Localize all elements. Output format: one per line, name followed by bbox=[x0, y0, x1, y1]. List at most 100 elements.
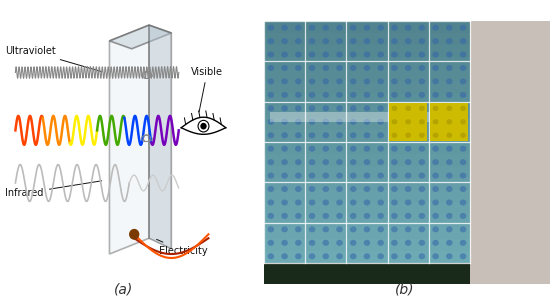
Circle shape bbox=[405, 146, 411, 152]
Circle shape bbox=[447, 132, 452, 138]
Circle shape bbox=[281, 226, 288, 232]
Circle shape bbox=[419, 132, 425, 138]
Bar bbox=[264, 239, 470, 251]
Circle shape bbox=[432, 213, 439, 219]
Circle shape bbox=[267, 186, 274, 192]
Circle shape bbox=[377, 226, 384, 232]
Circle shape bbox=[281, 78, 288, 85]
Circle shape bbox=[322, 38, 329, 44]
Circle shape bbox=[446, 105, 453, 111]
Circle shape bbox=[364, 199, 370, 205]
Circle shape bbox=[419, 159, 425, 165]
Bar bbox=[270, 112, 441, 122]
Circle shape bbox=[377, 173, 384, 179]
Circle shape bbox=[405, 25, 411, 31]
Circle shape bbox=[419, 38, 425, 44]
Circle shape bbox=[295, 213, 301, 219]
Circle shape bbox=[460, 105, 466, 111]
Circle shape bbox=[364, 65, 370, 71]
Circle shape bbox=[336, 38, 343, 44]
Circle shape bbox=[432, 173, 439, 179]
Circle shape bbox=[405, 173, 411, 179]
Circle shape bbox=[405, 213, 411, 219]
Bar bbox=[264, 21, 470, 33]
Circle shape bbox=[267, 226, 274, 232]
Circle shape bbox=[295, 105, 301, 111]
Bar bbox=[264, 21, 550, 94]
Circle shape bbox=[391, 226, 398, 232]
Circle shape bbox=[405, 159, 411, 165]
Polygon shape bbox=[109, 25, 172, 49]
Circle shape bbox=[460, 213, 466, 219]
Circle shape bbox=[295, 173, 301, 179]
Circle shape bbox=[201, 123, 206, 129]
Circle shape bbox=[460, 38, 466, 44]
Circle shape bbox=[446, 25, 453, 31]
Text: Ultraviolet: Ultraviolet bbox=[6, 46, 102, 72]
Circle shape bbox=[350, 213, 356, 219]
Circle shape bbox=[405, 65, 411, 71]
Circle shape bbox=[350, 146, 356, 152]
Circle shape bbox=[281, 186, 288, 192]
Circle shape bbox=[460, 146, 466, 152]
Circle shape bbox=[446, 173, 453, 179]
Circle shape bbox=[309, 25, 315, 31]
Circle shape bbox=[405, 119, 411, 124]
Circle shape bbox=[446, 186, 453, 192]
Circle shape bbox=[460, 186, 466, 192]
Circle shape bbox=[322, 146, 329, 152]
Circle shape bbox=[322, 105, 329, 111]
Circle shape bbox=[405, 132, 411, 138]
Circle shape bbox=[350, 240, 356, 246]
Circle shape bbox=[322, 213, 329, 219]
Circle shape bbox=[419, 105, 425, 111]
Circle shape bbox=[309, 78, 315, 85]
Circle shape bbox=[295, 51, 301, 58]
Circle shape bbox=[350, 186, 356, 192]
Circle shape bbox=[336, 199, 343, 205]
Bar bbox=[264, 81, 470, 94]
Circle shape bbox=[460, 159, 466, 165]
Circle shape bbox=[295, 186, 301, 192]
Circle shape bbox=[267, 240, 274, 246]
Circle shape bbox=[336, 78, 343, 85]
Circle shape bbox=[377, 213, 384, 219]
Circle shape bbox=[419, 65, 425, 71]
Circle shape bbox=[336, 213, 343, 219]
Circle shape bbox=[377, 65, 384, 71]
Circle shape bbox=[419, 199, 425, 205]
Circle shape bbox=[432, 159, 439, 165]
Bar bbox=[264, 33, 470, 45]
Circle shape bbox=[460, 132, 466, 138]
Circle shape bbox=[281, 92, 288, 98]
Circle shape bbox=[281, 213, 288, 219]
Bar bbox=[264, 57, 470, 69]
Circle shape bbox=[350, 25, 356, 31]
Circle shape bbox=[460, 65, 466, 71]
Circle shape bbox=[460, 51, 466, 58]
Circle shape bbox=[419, 253, 425, 259]
Circle shape bbox=[364, 240, 370, 246]
Circle shape bbox=[460, 199, 466, 205]
Circle shape bbox=[446, 240, 453, 246]
Circle shape bbox=[267, 253, 274, 259]
Circle shape bbox=[336, 186, 343, 192]
Circle shape bbox=[460, 132, 466, 138]
Circle shape bbox=[281, 159, 288, 165]
Circle shape bbox=[391, 173, 398, 179]
Circle shape bbox=[322, 25, 329, 31]
Circle shape bbox=[446, 51, 453, 58]
Circle shape bbox=[198, 120, 209, 132]
Circle shape bbox=[446, 159, 453, 165]
Circle shape bbox=[377, 38, 384, 44]
Circle shape bbox=[446, 213, 453, 219]
Circle shape bbox=[446, 253, 453, 259]
Text: (a): (a) bbox=[114, 282, 133, 296]
Circle shape bbox=[460, 106, 466, 111]
Circle shape bbox=[460, 25, 466, 31]
Circle shape bbox=[350, 173, 356, 179]
Circle shape bbox=[419, 240, 425, 246]
Circle shape bbox=[350, 78, 356, 85]
Circle shape bbox=[350, 38, 356, 44]
Circle shape bbox=[281, 132, 288, 138]
